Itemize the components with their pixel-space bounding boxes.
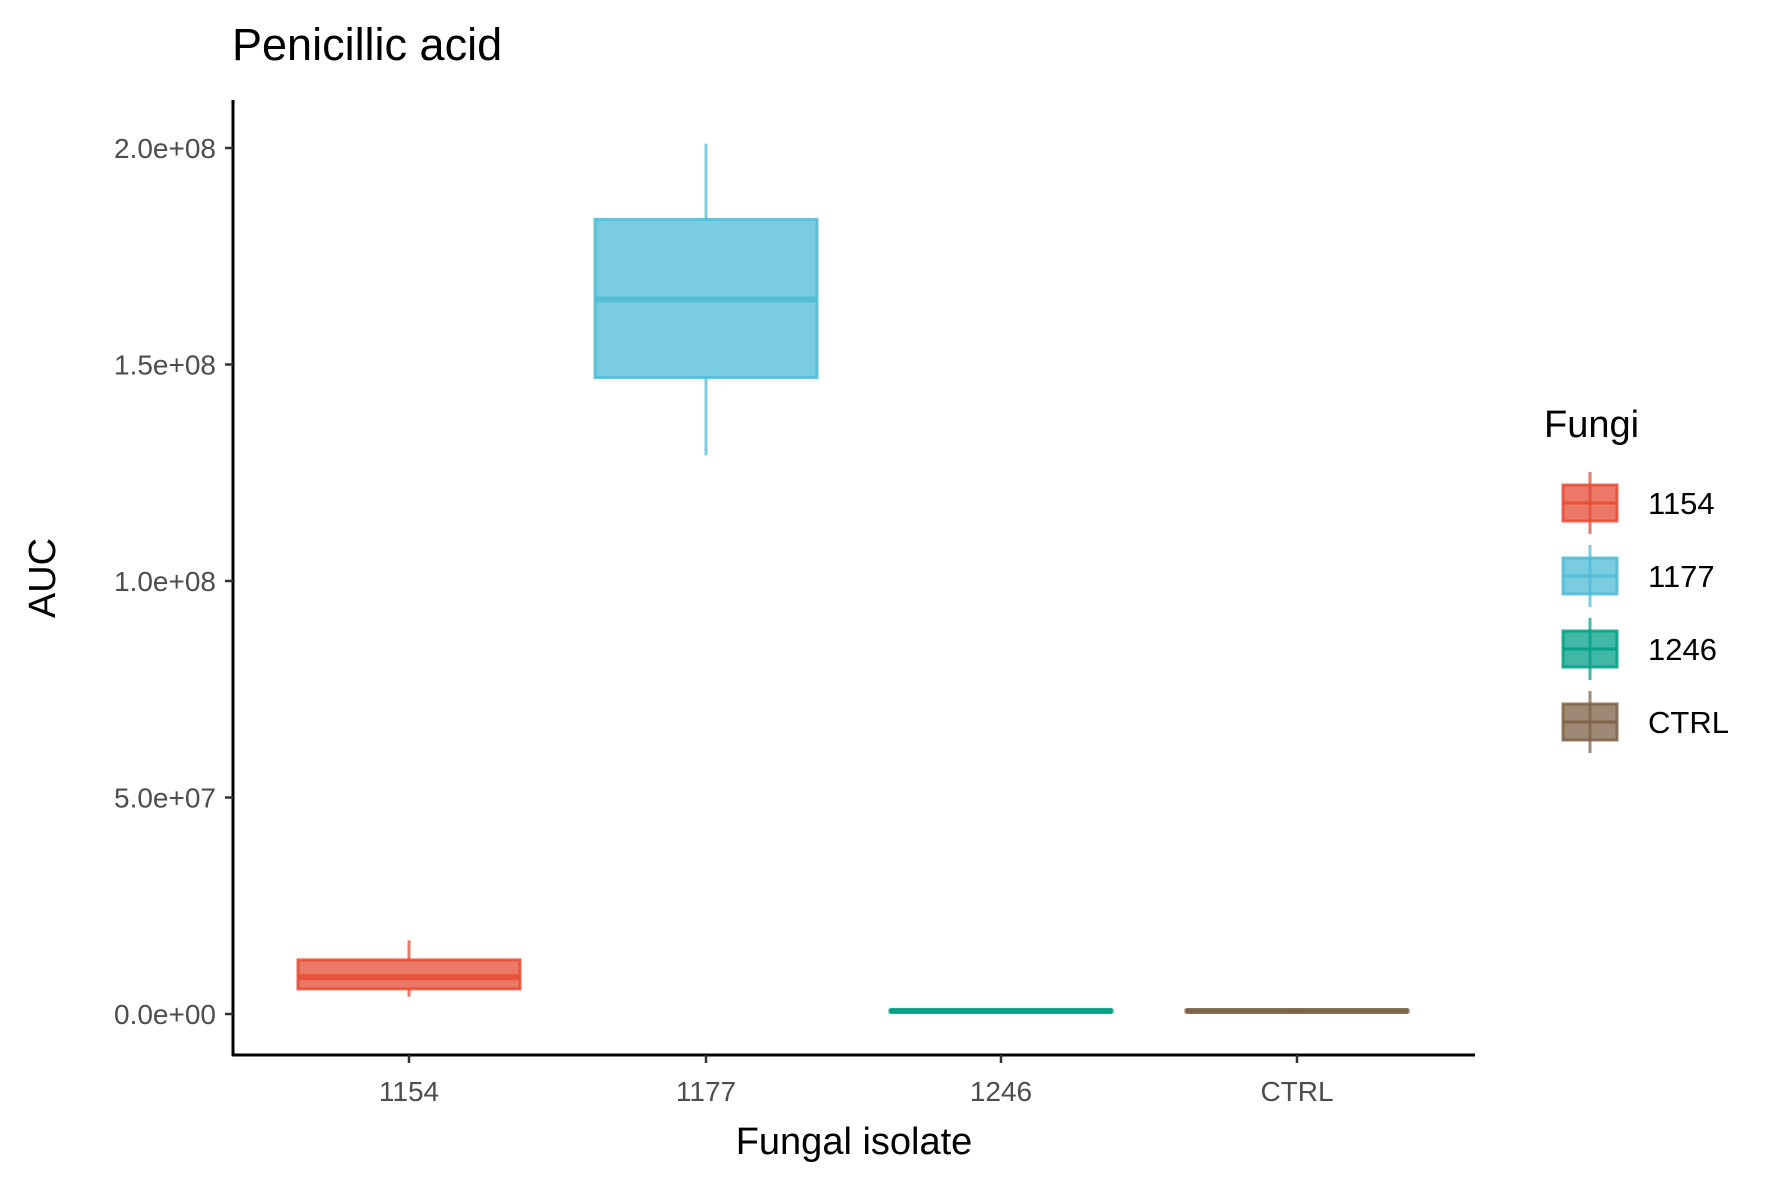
legend-label: CTRL <box>1648 705 1729 740</box>
box-1154 <box>296 940 522 997</box>
legend-entry-CTRL: CTRL <box>1561 691 1729 753</box>
y-tick-label: 1.5e+08 <box>114 350 216 381</box>
legend-label: 1177 <box>1648 559 1715 594</box>
x-tick-label: 1246 <box>970 1076 1032 1107</box>
x-tick-label: 1154 <box>379 1076 439 1107</box>
y-axis-title: AUC <box>22 538 64 618</box>
legend-entry-1246: 1246 <box>1561 618 1717 680</box>
legend-title: Fungi <box>1544 404 1639 446</box>
plot-area: 0.0e+00 5.0e+07 1.0e+08 1.5e+08 2.0e+08 1154… <box>114 100 1475 1107</box>
y-tick-label: 5.0e+07 <box>114 783 216 814</box>
legend-label: 1154 <box>1648 486 1715 521</box>
legend-entries: 1154 1177 1246 CTRL <box>1561 472 1729 753</box>
y-tick-label: 2.0e+08 <box>114 133 216 164</box>
legend-entry-1177: 1177 <box>1561 545 1715 607</box>
y-tick-label: 0.0e+00 <box>114 999 216 1030</box>
legend: Fungi 1154 1177 1246 CTRL <box>1544 404 1729 753</box>
x-tick-label: CTRL <box>1260 1076 1333 1107</box>
x-ticks: 1154 1177 1246 CTRL <box>379 1055 1334 1107</box>
boxes-layer <box>296 143 1410 1014</box>
box-1246 <box>888 1007 1114 1014</box>
y-tick-label: 1.0e+08 <box>114 566 216 597</box>
chart-title: Penicillic acid <box>232 19 502 70</box>
y-ticks: 0.0e+00 5.0e+07 1.0e+08 1.5e+08 2.0e+08 <box>114 133 233 1030</box>
legend-label: 1246 <box>1648 632 1717 667</box>
legend-entry-1154: 1154 <box>1561 472 1715 534</box>
box-CTRL <box>1184 1007 1410 1014</box>
box-1177 <box>593 143 819 456</box>
x-axis-title: Fungal isolate <box>736 1121 973 1163</box>
x-tick-label: 1177 <box>676 1076 736 1107</box>
